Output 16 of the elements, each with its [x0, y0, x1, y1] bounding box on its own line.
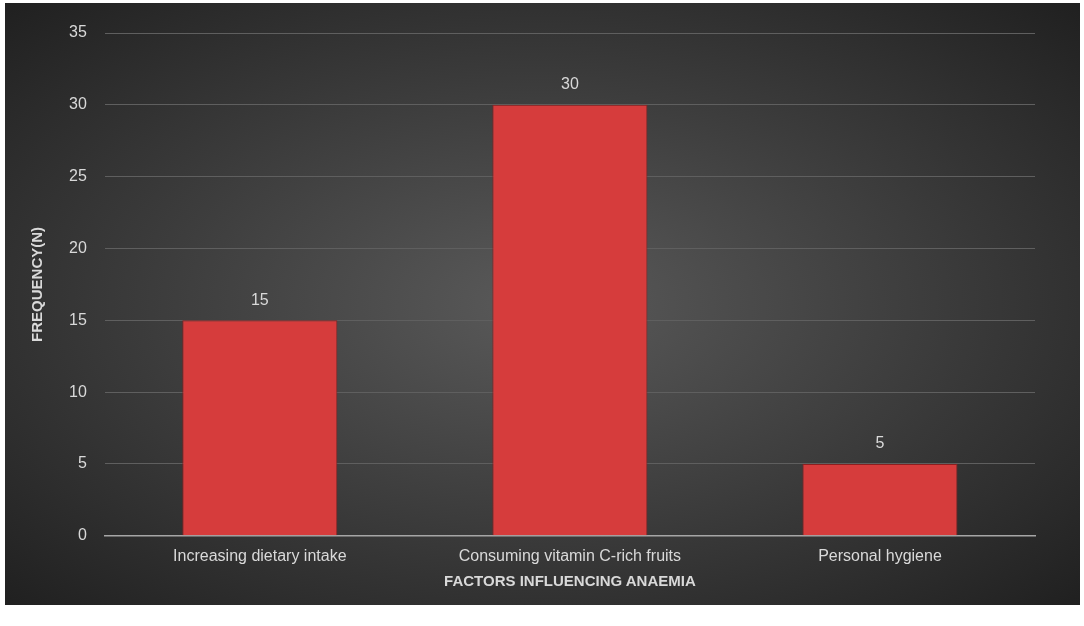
- y-tick-label: 35: [69, 23, 87, 41]
- x-axis-title: FACTORS INFLUENCING ANAEMIA: [444, 572, 696, 590]
- y-tick-label: 5: [77, 454, 87, 472]
- y-tick-label: 20: [69, 238, 87, 256]
- data-label: 15: [250, 290, 269, 308]
- data-label: 5: [875, 434, 885, 452]
- y-tick-label: 15: [69, 310, 87, 328]
- x-tick-label: Consuming vitamin C-rich fruits: [458, 546, 682, 564]
- x-tick-label: Personal hygiene: [818, 546, 942, 564]
- y-axis-title: FREQUENCY(N): [28, 226, 46, 342]
- y-tick-label: 25: [69, 167, 87, 185]
- y-tick-label: 10: [69, 382, 87, 400]
- y-tick-label: 30: [69, 95, 87, 113]
- x-tick-label: Increasing dietary intake: [173, 546, 347, 564]
- y-tick-label: 0: [77, 526, 87, 544]
- data-label: 30: [561, 75, 579, 93]
